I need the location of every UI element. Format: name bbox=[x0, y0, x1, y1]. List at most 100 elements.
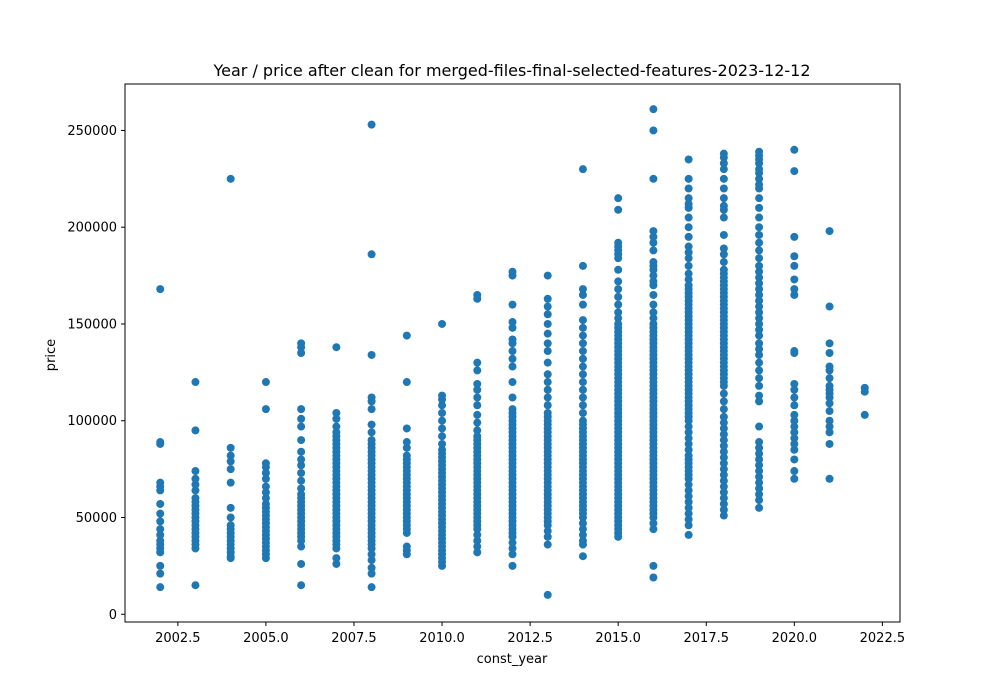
data-point bbox=[719, 213, 728, 222]
data-point bbox=[755, 213, 764, 222]
data-point bbox=[367, 350, 376, 359]
data-point bbox=[191, 467, 200, 476]
data-point bbox=[543, 527, 552, 536]
data-point bbox=[578, 536, 587, 545]
y-tick-label: 50000 bbox=[76, 511, 117, 526]
data-point bbox=[578, 339, 587, 348]
data-point bbox=[578, 416, 587, 425]
data-point bbox=[543, 378, 552, 387]
data-point bbox=[473, 530, 482, 539]
data-point bbox=[543, 370, 552, 379]
data-point bbox=[508, 354, 517, 363]
data-point bbox=[367, 550, 376, 559]
data-point bbox=[261, 494, 270, 503]
data-point bbox=[649, 573, 658, 582]
data-point bbox=[473, 393, 482, 402]
data-point bbox=[684, 434, 693, 443]
data-point bbox=[719, 405, 728, 414]
data-point bbox=[191, 494, 200, 503]
data-point bbox=[719, 499, 728, 508]
data-point bbox=[719, 424, 728, 433]
data-point bbox=[755, 443, 764, 452]
data-point bbox=[508, 393, 517, 402]
y-tick-label: 100000 bbox=[67, 414, 117, 429]
data-point bbox=[543, 540, 552, 549]
data-point bbox=[332, 554, 341, 563]
data-point bbox=[473, 426, 482, 435]
data-point bbox=[543, 302, 552, 311]
data-point bbox=[191, 486, 200, 495]
plot-area-frame bbox=[124, 83, 901, 623]
data-point bbox=[649, 232, 658, 241]
data-point bbox=[578, 408, 587, 417]
data-point bbox=[508, 323, 517, 332]
data-point bbox=[825, 227, 834, 236]
data-point bbox=[367, 250, 376, 259]
data-point bbox=[684, 213, 693, 222]
data-point bbox=[578, 316, 587, 325]
data-point bbox=[719, 159, 728, 168]
data-point bbox=[402, 451, 411, 460]
data-point bbox=[825, 428, 834, 437]
data-point bbox=[755, 467, 764, 476]
data-point bbox=[367, 428, 376, 437]
data-point bbox=[156, 536, 165, 545]
data-point bbox=[860, 383, 869, 392]
data-point bbox=[614, 308, 623, 317]
x-tick-label: 2022.5 bbox=[860, 631, 906, 646]
data-point bbox=[719, 194, 728, 203]
data-point bbox=[684, 439, 693, 448]
data-point bbox=[261, 488, 270, 497]
data-point bbox=[649, 300, 658, 309]
data-point bbox=[825, 349, 834, 357]
data-point bbox=[684, 275, 693, 284]
data-point bbox=[367, 405, 376, 414]
data-point bbox=[755, 391, 764, 400]
data-point bbox=[684, 232, 693, 241]
data-point bbox=[719, 397, 728, 406]
data-point bbox=[367, 569, 376, 578]
data-point bbox=[755, 422, 764, 431]
data-point bbox=[297, 455, 306, 464]
data-point bbox=[649, 174, 658, 183]
data-point bbox=[790, 434, 799, 443]
x-tick-label: 2007.5 bbox=[331, 631, 377, 646]
data-point bbox=[438, 445, 447, 454]
data-point bbox=[719, 250, 728, 259]
data-point bbox=[578, 525, 587, 534]
data-point bbox=[261, 405, 270, 414]
data-point bbox=[719, 418, 728, 427]
data-point bbox=[825, 439, 834, 448]
data-point bbox=[332, 422, 341, 431]
data-point bbox=[297, 559, 306, 568]
data-point bbox=[825, 339, 834, 348]
data-point bbox=[825, 474, 834, 483]
x-axis-title: const_year bbox=[477, 652, 548, 667]
data-point bbox=[825, 374, 834, 383]
data-point bbox=[226, 513, 235, 522]
data-point bbox=[790, 467, 799, 476]
data-point bbox=[790, 275, 799, 284]
data-point bbox=[543, 294, 552, 303]
y-tick-label: 250000 bbox=[67, 124, 117, 139]
data-point bbox=[297, 339, 306, 348]
y-axis-title: price bbox=[44, 339, 59, 371]
data-point bbox=[543, 358, 552, 367]
data-point bbox=[649, 246, 658, 255]
data-point bbox=[719, 482, 728, 491]
data-point bbox=[438, 424, 447, 433]
data-point bbox=[543, 385, 552, 394]
data-point bbox=[649, 561, 658, 570]
data-point bbox=[755, 314, 764, 323]
data-point bbox=[790, 290, 799, 299]
data-point bbox=[790, 445, 799, 454]
data-point bbox=[473, 432, 482, 441]
data-point bbox=[790, 261, 799, 270]
data-point bbox=[719, 441, 728, 450]
data-point bbox=[790, 428, 799, 437]
data-point bbox=[755, 223, 764, 232]
data-point bbox=[156, 478, 165, 487]
data-point bbox=[825, 362, 834, 371]
